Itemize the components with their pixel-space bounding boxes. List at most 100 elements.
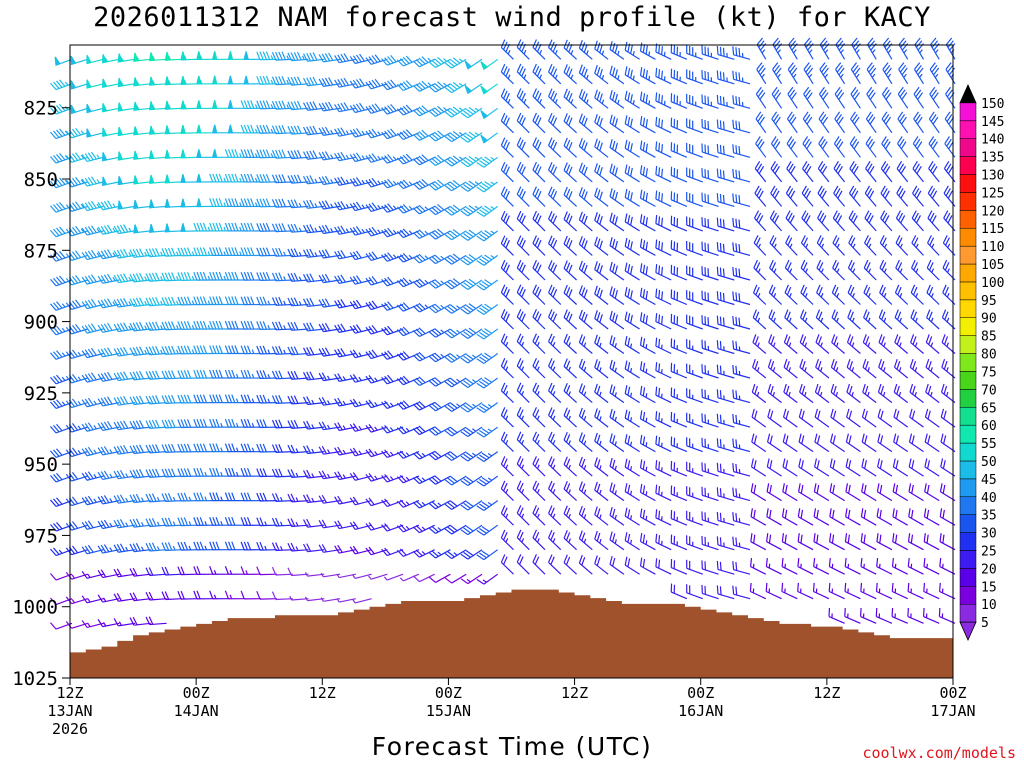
wind-barb bbox=[318, 372, 341, 382]
wind-barb bbox=[755, 136, 767, 158]
wind-barb bbox=[670, 142, 688, 158]
wind-barb bbox=[516, 284, 530, 305]
wind-barb bbox=[844, 582, 861, 600]
wind-barb bbox=[940, 383, 956, 404]
wind-barb bbox=[894, 309, 909, 330]
wind-barb bbox=[578, 309, 593, 330]
wind-barb bbox=[287, 370, 309, 380]
wind-barb bbox=[532, 186, 546, 207]
wind-barb bbox=[670, 44, 688, 60]
wind-barb bbox=[129, 616, 151, 626]
wind-barb bbox=[240, 271, 262, 281]
wind-barb bbox=[835, 37, 846, 60]
wind-barb bbox=[177, 419, 199, 429]
chart-title: 2026011312 NAM forecast wind profile (kt… bbox=[93, 2, 931, 33]
wind-barb bbox=[609, 114, 625, 134]
wind-barb bbox=[624, 286, 640, 306]
wind-barb bbox=[609, 188, 625, 207]
wind-barb bbox=[594, 408, 609, 428]
wind-barb bbox=[750, 508, 767, 526]
wind-barb bbox=[86, 79, 104, 89]
wind-barb bbox=[846, 383, 861, 404]
y-tick-label: 950 bbox=[24, 454, 58, 476]
wind-barb bbox=[670, 117, 688, 134]
wind-barb bbox=[766, 433, 782, 453]
colorbar-swatch bbox=[959, 245, 977, 265]
colorbar-swatch bbox=[959, 156, 977, 175]
wind-barb bbox=[686, 192, 703, 207]
colorbar-tick-label: 35 bbox=[981, 509, 997, 524]
wind-barb bbox=[609, 335, 625, 354]
colorbar-swatch bbox=[959, 138, 977, 157]
wind-barb bbox=[892, 533, 908, 551]
wind-barb bbox=[177, 345, 199, 355]
wind-barb bbox=[50, 128, 73, 140]
wind-barb bbox=[701, 69, 719, 85]
wind-barb bbox=[563, 530, 578, 551]
wind-barb bbox=[113, 297, 136, 308]
colorbar-tick-label: 75 bbox=[981, 365, 997, 380]
colorbar-swatch bbox=[959, 210, 977, 229]
wind-barb bbox=[129, 248, 151, 258]
wind-barb bbox=[352, 573, 372, 579]
x-tick-label: 16JAN bbox=[678, 702, 723, 720]
wind-barb bbox=[877, 458, 893, 477]
wind-barb bbox=[594, 481, 609, 502]
colorbar-swatch bbox=[959, 568, 977, 587]
wind-barb bbox=[817, 160, 830, 183]
wind-barb bbox=[460, 205, 483, 217]
wind-barb bbox=[732, 487, 751, 502]
wind-barb bbox=[287, 223, 309, 233]
colorbar-tick-label: 115 bbox=[981, 222, 1004, 237]
wind-barb bbox=[460, 303, 483, 315]
wind-barb bbox=[716, 585, 735, 600]
wind-barb bbox=[240, 296, 262, 306]
wind-barb bbox=[412, 500, 435, 509]
wind-barb bbox=[381, 252, 404, 262]
wind-barb bbox=[334, 200, 356, 211]
wind-barb bbox=[797, 483, 814, 502]
wind-barb bbox=[193, 394, 214, 404]
wind-barb bbox=[287, 321, 309, 331]
wind-barb bbox=[256, 222, 278, 232]
wind-barb bbox=[913, 86, 924, 109]
wind-barb bbox=[893, 433, 909, 453]
wind-barb bbox=[850, 111, 861, 134]
wind-barb bbox=[240, 100, 262, 110]
wind-barb bbox=[133, 199, 151, 209]
wind-barb bbox=[829, 483, 845, 502]
wind-barb bbox=[895, 235, 909, 256]
wind-barb bbox=[349, 177, 372, 187]
wind-barb bbox=[897, 111, 909, 134]
wind-barb bbox=[113, 494, 136, 504]
wind-barb bbox=[930, 37, 940, 60]
credit-text[interactable]: coolwx.com/models bbox=[862, 744, 1016, 762]
colorbar-tick-label: 65 bbox=[981, 401, 997, 416]
wind-barb bbox=[256, 321, 278, 331]
wind-barb bbox=[701, 388, 719, 404]
wind-barb bbox=[256, 149, 278, 159]
wind-barb bbox=[655, 313, 672, 330]
wind-barb bbox=[784, 259, 798, 281]
wind-barb bbox=[802, 160, 814, 183]
wind-barb bbox=[50, 448, 73, 458]
wind-barb bbox=[766, 483, 782, 502]
wind-barb bbox=[829, 508, 845, 526]
wind-barb bbox=[209, 394, 230, 404]
wind-barb bbox=[578, 64, 593, 85]
x-tick-label: 2026 bbox=[52, 720, 88, 738]
wind-barb bbox=[908, 433, 924, 453]
wind-barb bbox=[753, 259, 767, 281]
wind-barb bbox=[50, 622, 73, 630]
wind-barb bbox=[563, 358, 578, 379]
wind-barb bbox=[624, 335, 640, 355]
wind-barb bbox=[845, 483, 861, 502]
wind-barb bbox=[516, 431, 530, 453]
wind-barb bbox=[893, 358, 909, 379]
wind-barb bbox=[428, 130, 451, 142]
wind-barb bbox=[563, 284, 578, 305]
wind-barb bbox=[396, 55, 420, 67]
wind-barb bbox=[129, 321, 151, 332]
wind-barb bbox=[318, 470, 341, 480]
wind-barb bbox=[113, 618, 136, 627]
